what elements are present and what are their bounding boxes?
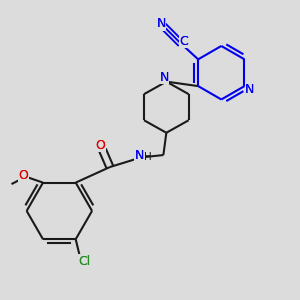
Text: N: N	[135, 148, 144, 162]
Text: N: N	[245, 82, 254, 96]
Text: N: N	[156, 17, 166, 30]
Text: O: O	[95, 139, 105, 152]
Text: N: N	[245, 82, 254, 96]
Text: O: O	[95, 139, 105, 152]
Text: Cl: Cl	[78, 255, 90, 268]
Text: N: N	[156, 17, 166, 30]
Text: O: O	[18, 169, 28, 182]
Text: N: N	[135, 148, 144, 162]
Text: N: N	[156, 17, 166, 30]
Text: Cl: Cl	[78, 255, 90, 268]
Text: N: N	[159, 71, 169, 84]
Text: C: C	[179, 35, 188, 48]
Text: H: H	[144, 152, 152, 161]
Text: C: C	[179, 35, 188, 48]
Text: N: N	[135, 148, 144, 162]
Text: N: N	[245, 82, 254, 96]
Text: N: N	[159, 71, 169, 84]
Text: O: O	[18, 169, 28, 182]
Text: O: O	[95, 139, 105, 152]
Text: N: N	[159, 71, 169, 84]
Text: Cl: Cl	[78, 255, 90, 268]
Text: C: C	[179, 35, 188, 48]
Text: O: O	[18, 169, 28, 182]
